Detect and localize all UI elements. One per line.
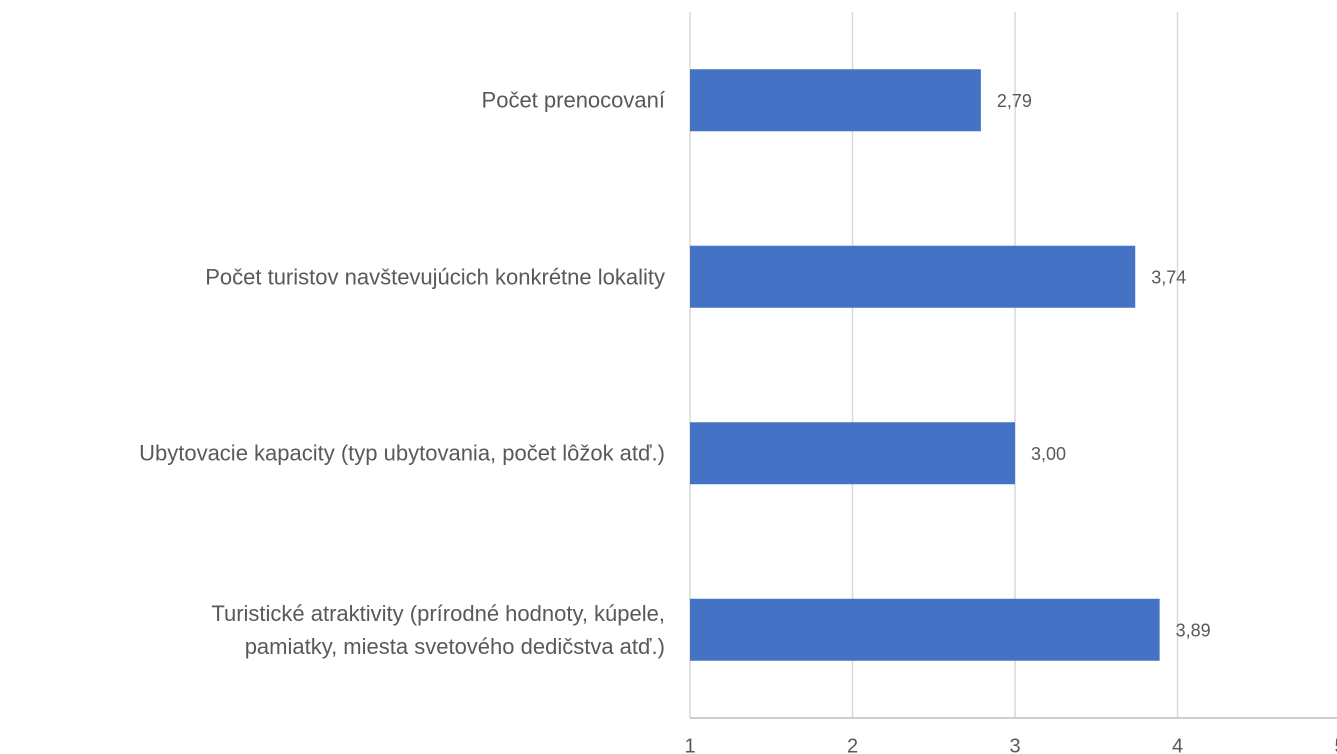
value-label: 3,89 bbox=[1176, 621, 1211, 641]
x-tick-label: 2 bbox=[847, 735, 858, 754]
category-label: Počet prenocovaní bbox=[481, 87, 665, 113]
bar bbox=[690, 69, 981, 132]
category-label: Počet turistov navštevujúcich konkrétne … bbox=[205, 264, 665, 290]
x-tick-label: 5 bbox=[1334, 735, 1337, 754]
value-label: 3,00 bbox=[1031, 444, 1066, 464]
x-tick-label: 1 bbox=[684, 735, 695, 754]
x-tick-label: 4 bbox=[1172, 735, 1183, 754]
category-label: Turistické atraktivity (prírodné hodnoty… bbox=[211, 600, 665, 659]
bar bbox=[690, 598, 1160, 661]
bar bbox=[690, 245, 1136, 308]
x-tick-label: 3 bbox=[1009, 735, 1020, 754]
value-label: 3,74 bbox=[1151, 268, 1186, 288]
category-label: Ubytovacie kapacity (typ ubytovania, poč… bbox=[139, 440, 665, 466]
bar bbox=[690, 422, 1015, 485]
value-label: 2,79 bbox=[997, 91, 1032, 111]
